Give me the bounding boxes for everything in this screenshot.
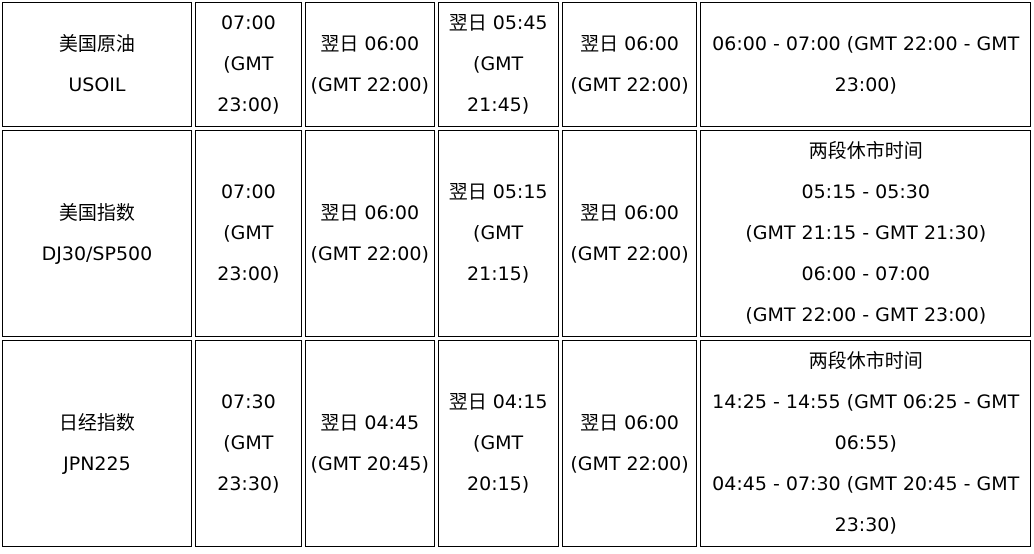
last-trade-cell: 翌日 04:15 (GMT 20:15) <box>437 340 559 547</box>
cell-line: 翌日 05:45 <box>448 12 548 34</box>
settlement-cell: 翌日 06:00 (GMT 22:00) <box>561 340 698 547</box>
product-cell: 日经指数 JPN225 <box>2 340 192 547</box>
cell-line: 翌日 04:15 <box>448 391 548 413</box>
cell-line: 05:15 - 05:30 <box>801 181 930 203</box>
cell-line: 23:30) <box>217 473 280 495</box>
cell-line: 07:30 <box>220 391 276 413</box>
open-time-cell: 07:00 (GMT 23:00) <box>194 2 302 127</box>
cell-line: 翌日 06:00 <box>580 201 679 224</box>
product-cell: 美国指数 DJ30/SP500 <box>2 130 192 337</box>
open-time-cell: 07:00 (GMT 23:00) <box>194 130 302 337</box>
cell-line: 07:00 <box>220 12 276 34</box>
cell-line: 06:55) <box>834 432 897 454</box>
cell-line: (GMT 22:00) <box>570 242 689 265</box>
cell-line: 14:25 - 14:55 (GMT 06:25 - GMT <box>712 391 1020 413</box>
cell-line: 翌日 05:15 <box>448 181 548 203</box>
cell-line: 23:00) <box>217 94 280 116</box>
cell-line: 日经指数 <box>58 411 135 434</box>
break-time-cell: 两段休市时间 14:25 - 14:55 (GMT 06:25 - GMT 06:5… <box>700 340 1031 547</box>
cell-line: (GMT <box>473 432 524 454</box>
cell-line: (GMT 22:00) <box>310 73 429 96</box>
cell-line: 美国指数 <box>58 201 135 224</box>
cell-line: (GMT 22:00) <box>570 452 689 475</box>
cell-line: (GMT 22:00) <box>310 242 429 265</box>
cell-line: DJ30/SP500 <box>41 242 153 265</box>
close-time-cell: 翌日 06:00 (GMT 22:00) <box>304 2 435 127</box>
break-time-cell: 两段休市时间 05:15 - 05:30 (GMT 21:15 - GMT 21:3… <box>700 130 1031 337</box>
cell-line: 20:15) <box>467 473 530 495</box>
product-cell: 美国原油 USOIL <box>2 2 192 127</box>
cell-line: 翌日 06:00 <box>580 411 679 434</box>
cell-line: (GMT <box>223 432 274 454</box>
close-time-cell: 翌日 04:45 (GMT 20:45) <box>304 340 435 547</box>
table-row: 美国原油 USOIL 07:00 (GMT 23:00) 翌日 06:00 (GMT 22:… <box>2 2 1031 127</box>
cell-line: 翌日 06:00 <box>580 32 679 55</box>
cell-line: 翌日 06:00 <box>320 201 420 224</box>
cell-line: 06:00 - 07:00 (GMT 22:00 - GMT <box>712 32 1020 55</box>
cell-line: USOIL <box>68 73 126 96</box>
open-time-cell: 07:30 (GMT 23:30) <box>194 340 302 547</box>
table-row: 日经指数 JPN225 07:30 (GMT 23:30) 翌日 04:45 (GMT 20… <box>2 340 1031 547</box>
cell-line: 23:30) <box>834 514 897 536</box>
cell-line: 23:00) <box>834 73 897 96</box>
cell-line: 04:45 - 07:30 (GMT 20:45 - GMT <box>712 473 1020 495</box>
cell-line: (GMT 22:00 - GMT 23:00) <box>745 304 987 326</box>
cell-line: 翌日 06:00 <box>320 32 420 55</box>
cell-line: JPN225 <box>63 452 131 475</box>
cell-line: (GMT <box>473 53 524 75</box>
cell-line: (GMT 22:00) <box>570 73 689 96</box>
cell-line: 两段休市时间 <box>808 140 923 162</box>
cell-line: (GMT <box>473 222 524 244</box>
cell-line: 两段休市时间 <box>808 350 923 372</box>
cell-line: 23:00) <box>217 263 280 285</box>
break-time-cell: 06:00 - 07:00 (GMT 22:00 - GMT 23:00) <box>700 2 1031 127</box>
cell-line: (GMT 20:45) <box>310 452 429 475</box>
cell-line: 翌日 04:45 <box>320 411 420 434</box>
close-time-cell: 翌日 06:00 (GMT 22:00) <box>304 130 435 337</box>
cell-line: 06:00 - 07:00 <box>801 263 930 285</box>
cell-line: (GMT <box>223 222 274 244</box>
cell-line: 21:45) <box>467 94 530 116</box>
last-trade-cell: 翌日 05:45 (GMT 21:45) <box>437 2 559 127</box>
table-row: 美国指数 DJ30/SP500 07:00 (GMT 23:00) 翌日 06:00 (GM… <box>2 130 1031 337</box>
cell-line: 21:15) <box>467 263 530 285</box>
last-trade-cell: 翌日 05:15 (GMT 21:15) <box>437 130 559 337</box>
settlement-cell: 翌日 06:00 (GMT 22:00) <box>561 2 698 127</box>
cell-line: 07:00 <box>220 181 276 203</box>
cell-line: (GMT <box>223 53 274 75</box>
settlement-cell: 翌日 06:00 (GMT 22:00) <box>561 130 698 337</box>
cell-line: (GMT 21:15 - GMT 21:30) <box>745 222 987 244</box>
cell-line: 美国原油 <box>58 32 135 55</box>
